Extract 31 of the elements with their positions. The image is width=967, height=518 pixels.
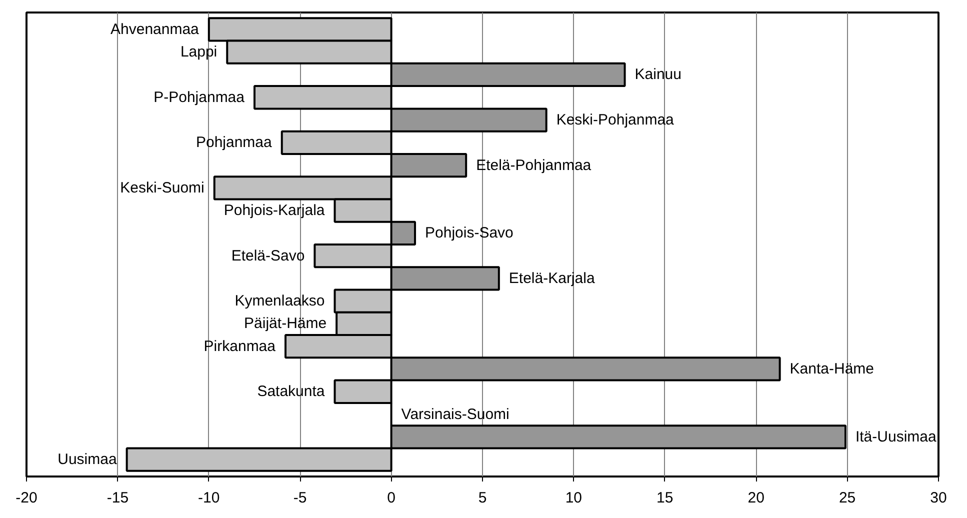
y-tick-label: P-Pohjanmaa <box>154 88 246 106</box>
y-tick-label: Ahvenanmaa <box>110 20 200 38</box>
y-tick-label: Keski-Pohjanmaa <box>556 112 675 129</box>
x-tick-label: -20 <box>16 490 38 506</box>
x-tick-label: 20 <box>748 490 764 506</box>
y-tick-label: Itä-Uusimaa <box>855 428 937 446</box>
y-tick-label: Kainuu <box>634 66 682 84</box>
x-tick-label: 0 <box>387 490 396 506</box>
x-tick-label: 25 <box>838 490 856 506</box>
x-tick-label: -10 <box>198 490 220 506</box>
y-tick-label: Pirkanmaa <box>204 338 276 355</box>
y-tick-label: Keski-Suomi <box>120 179 204 196</box>
y-tick-label: Pohjois-Savo <box>425 224 514 242</box>
x-tick-label: 15 <box>656 490 674 506</box>
y-tick-label: Etelä-Pohjanmaa <box>476 156 592 174</box>
y-tick-label: Päijät-Häme <box>244 315 327 332</box>
x-tick-label: 5 <box>478 490 487 506</box>
y-tick-label: Lappi <box>180 44 218 61</box>
x-tick-label: -15 <box>106 490 129 506</box>
y-tick-label: Etelä-Karjala <box>508 270 596 287</box>
y-tick-label: Pohjois-Karjala <box>224 202 326 220</box>
x-tick-label: -5 <box>293 490 307 506</box>
y-tick-label: Varsinais-Suomi <box>401 406 510 423</box>
y-tick-label: Etelä-Savo <box>231 247 305 264</box>
y-tick-label: Satakunta <box>257 383 326 400</box>
x-tick-label: 10 <box>565 490 582 506</box>
y-tick-label: Uusimaa <box>58 451 118 468</box>
y-tick-label: Kanta-Häme <box>790 360 874 378</box>
x-tick-label: 30 <box>930 490 947 506</box>
y-tick-label: Pohjanmaa <box>196 134 273 152</box>
y-tick-label: Kymenlaakso <box>234 292 325 310</box>
